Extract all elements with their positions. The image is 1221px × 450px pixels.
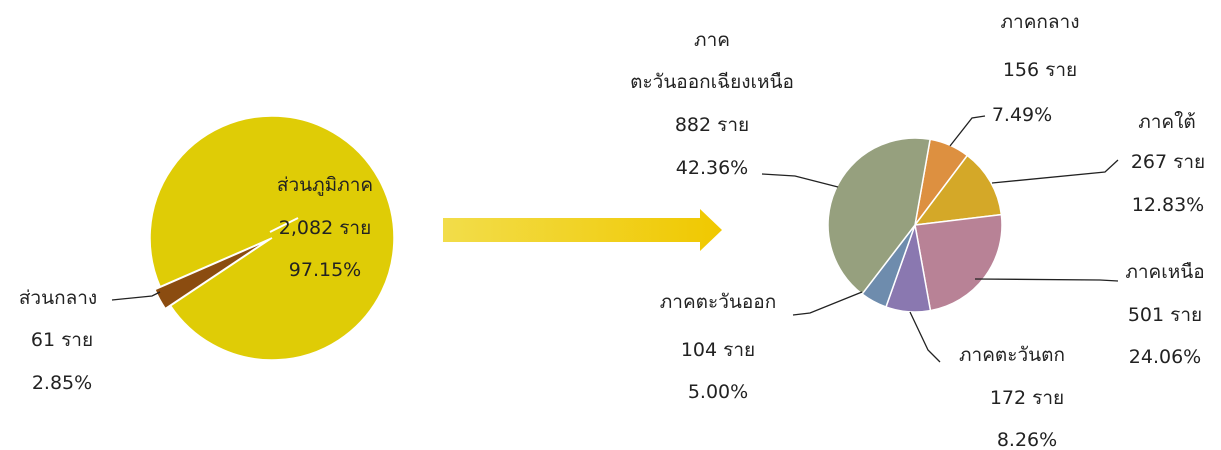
leader-line	[949, 115, 986, 147]
percent-label: 7.49%	[991, 104, 1053, 126]
value-label: 501 ราย	[1127, 304, 1203, 326]
percent-label: 8.26%	[996, 429, 1058, 450]
pie-slice	[914, 213, 1003, 312]
category-label: ภาค ตะวันออกเฉียงเหนือ	[630, 29, 794, 93]
percent-label: 24.06%	[1128, 346, 1202, 368]
value-label: 172 ราย	[989, 387, 1065, 409]
category-label: ภาคเหนือ	[1125, 261, 1205, 283]
leader-line	[792, 291, 863, 316]
percent-label: 5.00%	[687, 381, 749, 403]
pie-slice	[153, 240, 268, 310]
value-label: 267 ราย	[1130, 151, 1206, 173]
category-label: ส่วนกลาง	[18, 287, 98, 309]
percent-label: 97.15%	[288, 259, 362, 281]
pie-slice	[913, 154, 1003, 226]
pie-slice	[149, 115, 395, 361]
value-label: 156 ราย	[1002, 59, 1078, 81]
category-label: ภาคตะวันตก	[959, 344, 1065, 366]
percent-label: 42.36%	[675, 157, 749, 179]
arrow	[443, 209, 722, 251]
leader-line	[269, 217, 299, 233]
value-label: 61 ราย	[30, 329, 94, 351]
leader-line	[761, 173, 839, 188]
category-label: ส่วนภูมิภาค	[276, 174, 374, 196]
percent-label: 2.85%	[31, 372, 93, 394]
leader-line	[991, 159, 1119, 184]
leader-line	[111, 291, 161, 301]
leader-line	[909, 311, 941, 363]
category-label: ภาคตะวันออก	[659, 291, 777, 313]
percent-label: 12.83%	[1131, 194, 1205, 216]
category-label: ภาคกลาง	[1000, 11, 1080, 33]
category-label: ภาคใต้	[1138, 111, 1196, 133]
value-label: 104 ราย	[680, 339, 756, 361]
leader-line	[974, 278, 1119, 282]
pie-slice	[827, 137, 931, 296]
value-label: 2,082 ราย	[278, 217, 372, 239]
value-label: 882 ราย	[674, 114, 750, 136]
